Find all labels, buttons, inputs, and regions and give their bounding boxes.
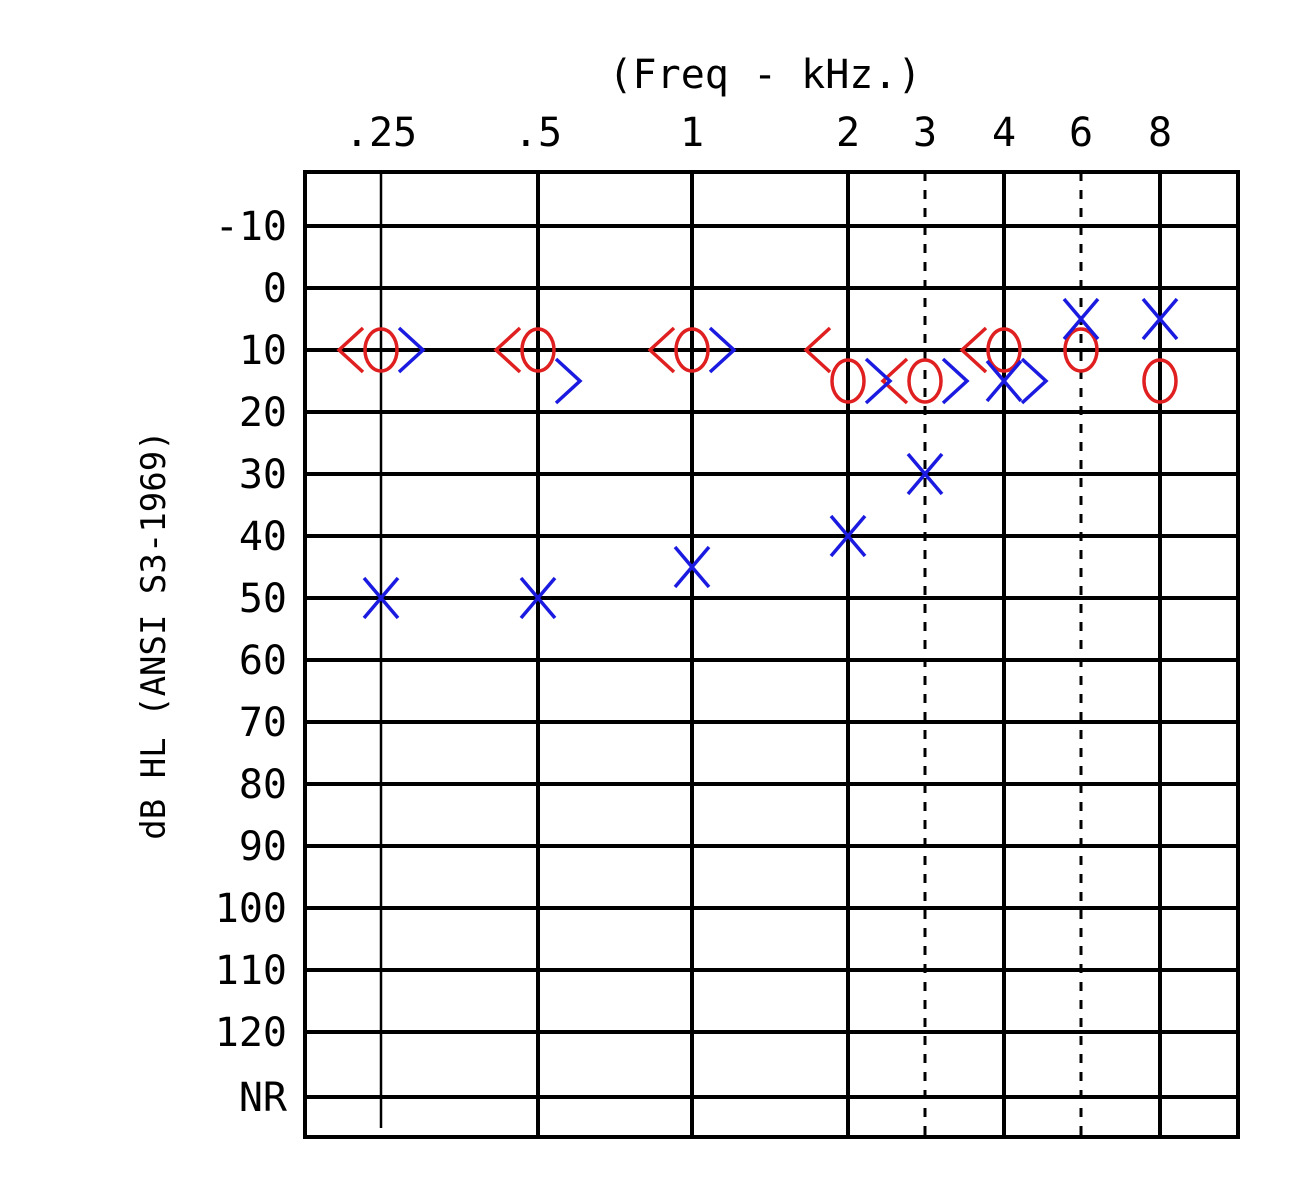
y-tick-label: 90: [239, 824, 287, 870]
left-air-x-mark: [362, 576, 400, 620]
y-tick-label: 40: [239, 514, 287, 560]
y-tick-label: 110: [215, 948, 287, 994]
x-tick-label: .5: [514, 110, 562, 156]
y-tick-label: 10: [239, 328, 287, 374]
data-marks: [336, 297, 1179, 620]
left-air-x-mark: [829, 514, 867, 558]
x-tick-label: .25: [345, 110, 417, 156]
y-axis-label: dB HL (ANSI S3-1969): [134, 430, 174, 839]
x-tick-label: 8: [1148, 110, 1172, 156]
y-tick-label: 100: [215, 886, 287, 932]
left-air-x-mark: [1141, 297, 1179, 341]
right-air-o-mark: [520, 327, 556, 373]
y-tick-label: NR: [239, 1075, 288, 1121]
right-air-o-mark: [1142, 358, 1178, 404]
left-air-x-mark: [906, 452, 944, 496]
right-bone-lt-mark: [803, 326, 832, 374]
x-tick-label: 3: [913, 110, 937, 156]
chart-title: (Freq - kHz.): [608, 52, 921, 98]
y-tick-label: 30: [239, 452, 287, 498]
y-tick-label: 70: [239, 700, 287, 746]
left-air-x-mark: [673, 545, 711, 589]
left-bone-gt-mark: [397, 326, 426, 374]
left-air-x-mark: [1062, 297, 1100, 341]
grid: [303, 170, 1240, 1139]
y-tick-labels: -10 0 10 20 30 40 50 60 70 80 90 100 110 120 NR: [215, 204, 288, 1121]
y-tick-label: -10: [215, 204, 287, 250]
right-bone-lt-mark: [959, 326, 988, 374]
y-tick-label: 80: [239, 762, 287, 808]
x-tick-label: 1: [680, 110, 704, 156]
left-bone-gt-mark: [708, 326, 737, 374]
x-tick-label: 6: [1069, 110, 1093, 156]
y-tick-label: 50: [239, 576, 287, 622]
left-air-x-mark: [519, 576, 557, 620]
y-tick-label: 20: [239, 390, 287, 436]
right-bone-lt-mark: [647, 326, 676, 374]
left-bone-gt-mark: [941, 357, 970, 405]
right-air-o-mark: [907, 358, 943, 404]
right-bone-lt-mark: [336, 326, 365, 374]
right-bone-lt-mark: [880, 357, 909, 405]
y-tick-label: 60: [239, 638, 287, 684]
y-tick-label: 0: [263, 266, 287, 312]
x-tick-label: 4: [992, 110, 1016, 156]
y-tick-label: 120: [215, 1010, 287, 1056]
left-air-x-mark: [985, 359, 1023, 403]
left-bone-gt-mark: [554, 357, 583, 405]
plot-border: [303, 170, 1240, 1139]
right-air-o-mark: [986, 327, 1022, 373]
right-air-o-mark: [830, 358, 866, 404]
x-tick-labels: .25 .5 1 2 3 4 6 8: [345, 110, 1172, 156]
left-bone-gt-mark: [1020, 357, 1049, 405]
x-tick-label: 2: [836, 110, 860, 156]
right-air-o-mark: [363, 327, 399, 373]
right-air-o-mark: [674, 327, 710, 373]
right-bone-lt-mark: [493, 326, 522, 374]
left-bone-gt-mark: [864, 357, 893, 405]
right-air-o-mark: [1063, 327, 1099, 373]
